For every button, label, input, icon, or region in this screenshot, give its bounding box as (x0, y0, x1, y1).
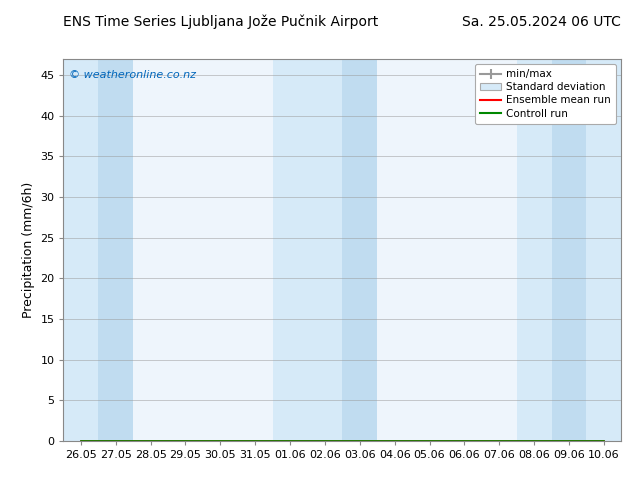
Legend: min/max, Standard deviation, Ensemble mean run, Controll run: min/max, Standard deviation, Ensemble me… (475, 64, 616, 124)
Text: ENS Time Series Ljubljana Jože Pučnik Airport: ENS Time Series Ljubljana Jože Pučnik Ai… (63, 15, 378, 29)
Text: © weatheronline.co.nz: © weatheronline.co.nz (69, 70, 196, 80)
Bar (307, 59, 342, 441)
Bar (552, 59, 586, 441)
Y-axis label: Precipitation (mm/6h): Precipitation (mm/6h) (22, 182, 35, 318)
Bar (586, 59, 621, 441)
Text: Sa. 25.05.2024 06 UTC: Sa. 25.05.2024 06 UTC (462, 15, 621, 29)
Bar (63, 59, 98, 441)
Bar (273, 59, 307, 441)
Bar (342, 59, 377, 441)
Bar (98, 59, 133, 441)
Bar (517, 59, 552, 441)
